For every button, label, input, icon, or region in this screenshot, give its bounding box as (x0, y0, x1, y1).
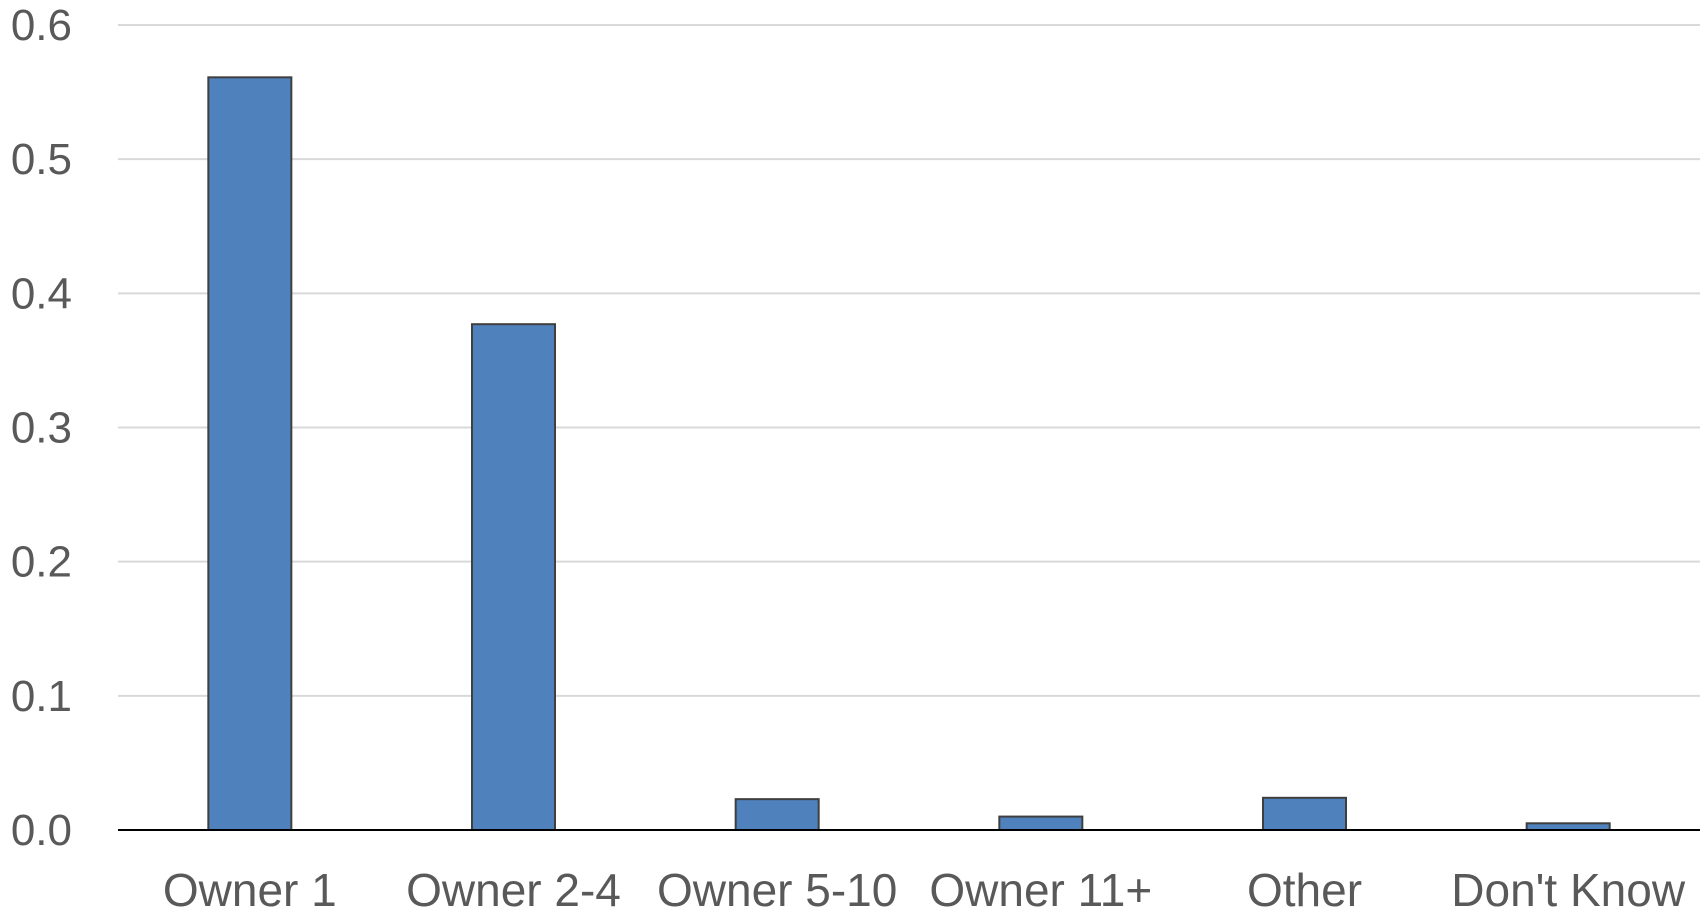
x-category-label: Owner 5-10 (657, 864, 897, 916)
x-category-label: Owner 2-4 (406, 864, 621, 916)
y-tick-label: 0.5 (11, 135, 72, 184)
bar (471, 323, 556, 831)
bar (207, 76, 293, 831)
y-tick-label: 0.4 (11, 269, 72, 318)
y-tick-label: 0.2 (11, 538, 72, 587)
bar (734, 798, 820, 831)
x-category-label: Other (1247, 864, 1362, 916)
y-tick-label: 0.1 (11, 672, 72, 721)
bar (1262, 796, 1347, 831)
bar (1525, 822, 1611, 832)
gridlines (118, 24, 1700, 697)
x-axis-category-labels: Owner 1 Owner 2-4 Owner 5-10 Owner 11+ Other… (163, 864, 1686, 916)
y-tick-label: 0.0 (11, 806, 72, 855)
x-category-label: Owner 1 (163, 864, 337, 916)
y-tick-label: 0.6 (11, 1, 72, 50)
y-axis-tick-labels: 0.0 0.1 0.2 0.3 0.4 0.5 0.6 (11, 1, 72, 855)
x-category-label: Don't Know (1451, 864, 1686, 916)
y-tick-label: 0.3 (11, 404, 72, 453)
bars (207, 76, 1611, 832)
bar (998, 815, 1084, 831)
x-category-label: Owner 11+ (929, 864, 1152, 916)
